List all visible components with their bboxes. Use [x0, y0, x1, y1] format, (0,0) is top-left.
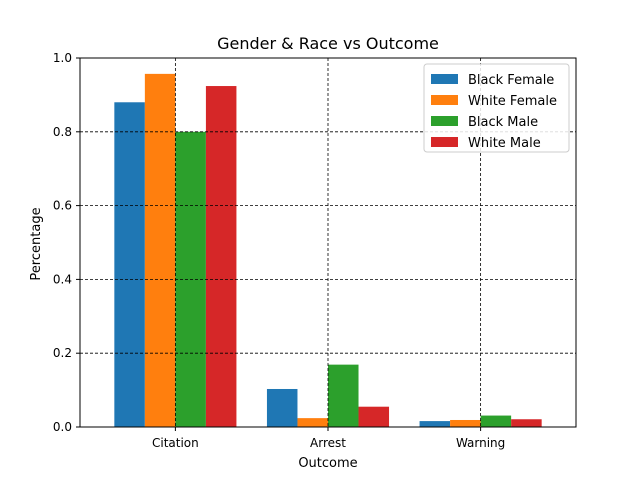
- y-tick-label: 0.0: [53, 420, 72, 434]
- y-tick-label: 0.4: [53, 272, 72, 286]
- y-tick-label: 0.2: [53, 346, 72, 360]
- x-axis-label: Outcome: [298, 456, 357, 471]
- legend-swatch: [431, 74, 458, 84]
- y-tick-label: 0.8: [53, 125, 72, 139]
- bar-white-female-arrest: [297, 418, 328, 427]
- x-tick-label: Citation: [152, 436, 199, 450]
- legend-label: Black Male: [468, 115, 538, 130]
- y-tick-label: 1.0: [53, 51, 72, 65]
- bar-black-female-warning: [419, 421, 451, 427]
- y-tick-label: 0.6: [53, 199, 72, 213]
- y-axis-ticks: 0.0 0.2 0.4 0.6 0.8 1.0: [53, 51, 80, 434]
- legend-label: White Female: [468, 94, 557, 109]
- legend-label: Black Female: [468, 73, 554, 88]
- legend-box: [423, 63, 570, 153]
- legend-label: White Male: [468, 136, 541, 151]
- bar-white-female-citation: [144, 73, 176, 428]
- bar-black-male-arrest: [328, 364, 359, 427]
- x-axis-ticks: Citation Arrest Warning: [152, 427, 505, 450]
- bar-white-male-warning: [511, 419, 542, 427]
- legend-swatch: [431, 116, 458, 126]
- bar-black-female-arrest: [266, 388, 298, 427]
- legend: Black Female White Female Black Male White …: [423, 63, 570, 153]
- bar-white-female-warning: [450, 419, 481, 427]
- legend-swatch: [431, 95, 458, 105]
- x-tick-label: Arrest: [310, 436, 346, 450]
- chart-title: Gender & Race vs Outcome: [217, 34, 439, 53]
- bar-white-male-arrest: [358, 406, 390, 427]
- legend-swatch: [431, 137, 458, 147]
- bar-black-female-citation: [114, 102, 145, 427]
- y-axis-label: Percentage: [29, 207, 44, 280]
- bar-white-male-citation: [205, 86, 237, 427]
- bar-black-male-warning: [480, 415, 512, 427]
- x-tick-label: Warning: [456, 436, 505, 450]
